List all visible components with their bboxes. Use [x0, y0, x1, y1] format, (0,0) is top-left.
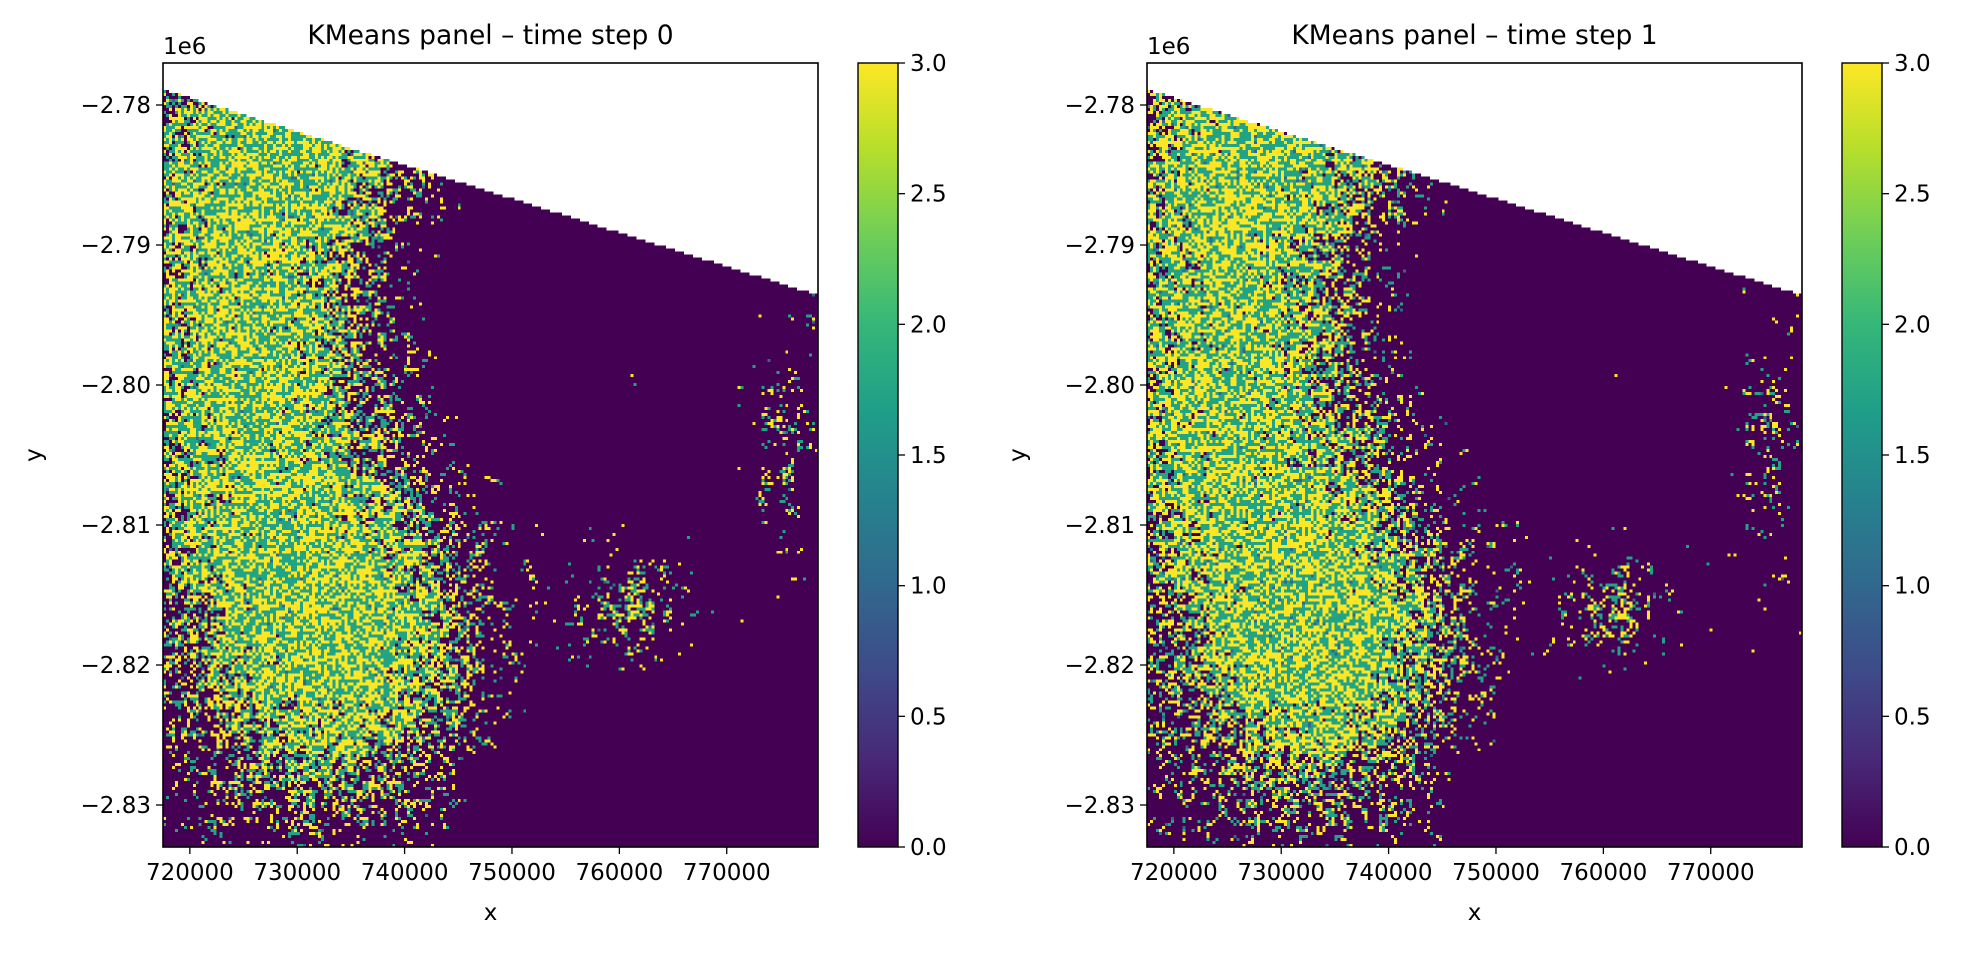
y-tick-label: −2.82 [1065, 653, 1135, 679]
axes-frame [162, 62, 819, 848]
colorbar-tick-label: 0.5 [1894, 704, 1931, 730]
x-tick-label: 720000 [1130, 860, 1218, 886]
colorbar-tick-label: 1.0 [910, 574, 947, 600]
x-axis-label: x [1468, 900, 1482, 926]
y-tick-label: −2.79 [1065, 233, 1135, 259]
x-tick-label: 720000 [146, 860, 234, 886]
x-tick-label: 750000 [468, 860, 556, 886]
chart-panel-1: KMeans panel – time step 1 1e6 720000 73000… [1005, 20, 1931, 926]
y-tick-label: −2.82 [81, 653, 151, 679]
x-tick-label: 740000 [1345, 860, 1433, 886]
x-tick-label: 740000 [361, 860, 449, 886]
y-axis-label: y [1005, 448, 1031, 462]
colorbar-tick-label: 3.0 [910, 51, 947, 77]
x-tick-label: 730000 [1237, 860, 1325, 886]
colorbar-tick-label: 0.0 [910, 835, 947, 861]
colorbar-gradient [1842, 63, 1882, 847]
colorbar-tick-label: 0.0 [1894, 835, 1931, 861]
x-tick-label: 770000 [1667, 860, 1755, 886]
x-tick-label: 770000 [683, 860, 771, 886]
y-axis-label: y [21, 448, 47, 462]
y-tick-label: −2.83 [1065, 793, 1135, 819]
y-offset-label: 1e6 [163, 34, 206, 60]
chart-title: KMeans panel – time step 1 [1291, 20, 1657, 51]
colorbar-tick-label: 2.0 [910, 312, 947, 338]
y-tick-label: −2.78 [81, 93, 151, 119]
y-tick-label: −2.80 [81, 373, 151, 399]
chart-title: KMeans panel – time step 0 [307, 20, 673, 51]
x-tick-label: 760000 [1559, 860, 1647, 886]
y-tick-label: −2.79 [81, 233, 151, 259]
colorbar-tick-label: 2.5 [910, 182, 947, 208]
colorbar-tick-label: 1.0 [1894, 574, 1931, 600]
y-tick-label: −2.80 [1065, 373, 1135, 399]
colorbar-tick-label: 3.0 [1894, 51, 1931, 77]
colorbar-tick-label: 2.5 [1894, 182, 1931, 208]
y-offset-label: 1e6 [1147, 34, 1190, 60]
x-tick-label: 750000 [1452, 860, 1540, 886]
x-tick-label: 730000 [253, 860, 341, 886]
x-tick-label: 760000 [575, 860, 663, 886]
y-tick-label: −2.78 [1065, 93, 1135, 119]
chart-panel-0: KMeans panel – time step 0 1e6 720000 73000… [21, 20, 947, 926]
colorbar-gradient [858, 63, 898, 847]
colorbar-tick-label: 1.5 [910, 443, 947, 469]
classification-raster [1147, 63, 1802, 847]
colorbar-tick-label: 1.5 [1894, 443, 1931, 469]
x-axis-label: x [484, 900, 498, 926]
y-tick-label: −2.83 [81, 793, 151, 819]
classification-raster [163, 63, 818, 847]
colorbar-tick-label: 2.0 [1894, 312, 1931, 338]
y-tick-label: −2.81 [1065, 513, 1135, 539]
colorbar-tick-label: 0.5 [910, 704, 947, 730]
axes-frame [1146, 62, 1803, 848]
y-tick-label: −2.81 [81, 513, 151, 539]
